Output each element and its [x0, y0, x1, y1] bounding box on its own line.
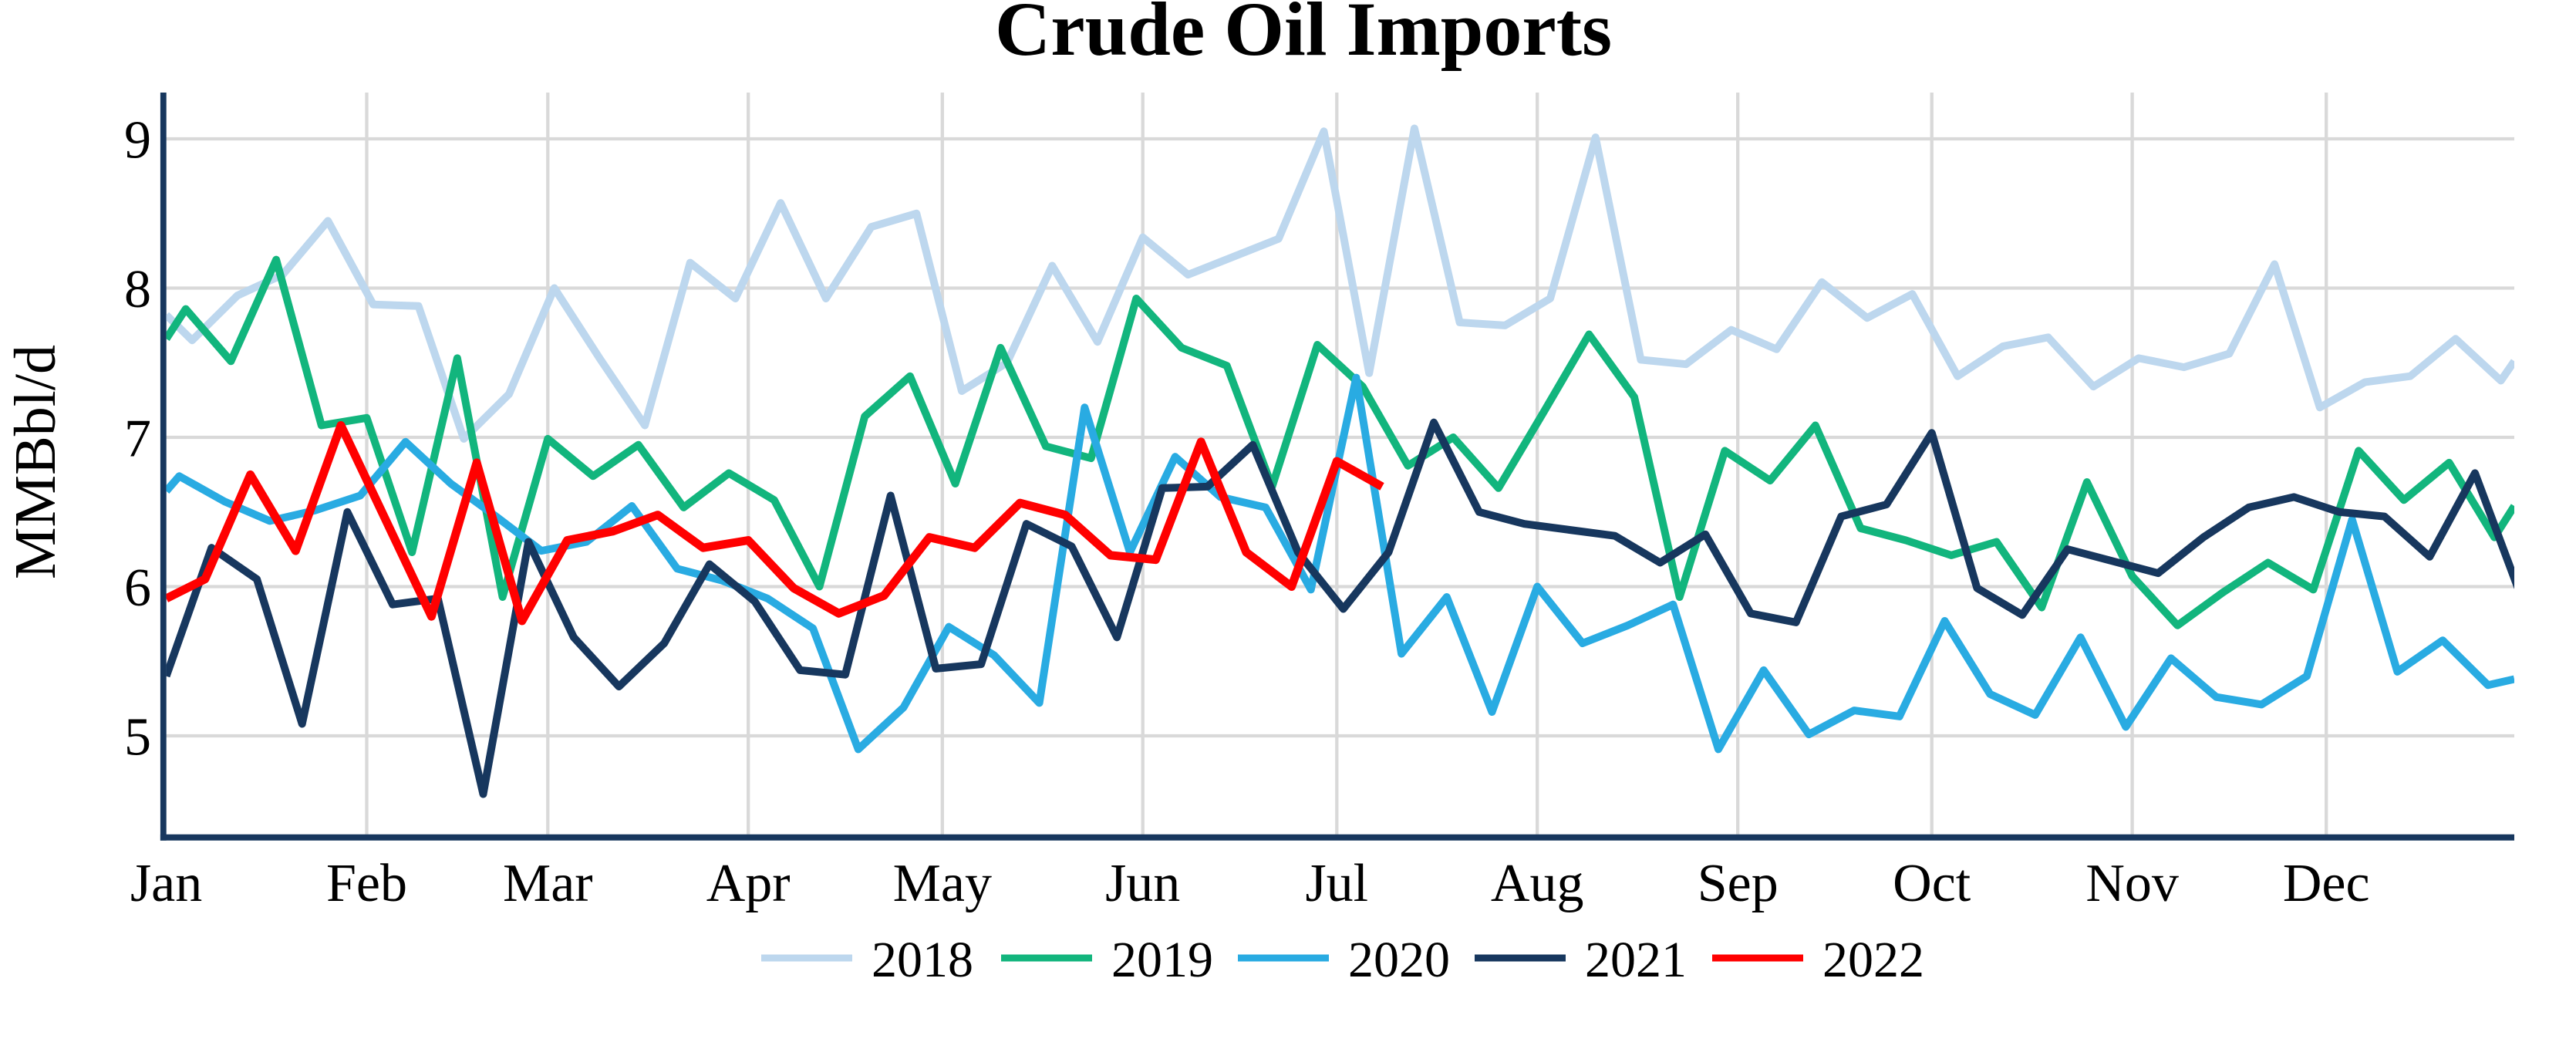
svg-text:MMBbl/d: MMBbl/d [3, 345, 68, 579]
svg-text:8: 8 [124, 260, 151, 319]
svg-text:2019: 2019 [1111, 932, 1213, 988]
svg-text:Oct: Oct [1893, 854, 1971, 913]
svg-text:7: 7 [124, 410, 151, 469]
svg-text:6: 6 [124, 558, 151, 618]
svg-text:5: 5 [124, 708, 151, 767]
svg-text:Jan: Jan [130, 854, 202, 913]
svg-text:9: 9 [124, 111, 151, 170]
svg-text:2021: 2021 [1585, 932, 1687, 988]
svg-text:2022: 2022 [1822, 932, 1924, 988]
svg-text:Jul: Jul [1305, 854, 1368, 913]
svg-text:Feb: Feb [326, 854, 407, 913]
svg-text:Mar: Mar [503, 854, 593, 913]
svg-text:Jun: Jun [1105, 854, 1180, 913]
svg-text:May: May [893, 854, 992, 913]
svg-text:2018: 2018 [872, 932, 973, 988]
svg-text:2020: 2020 [1348, 932, 1450, 988]
svg-text:Sep: Sep [1698, 854, 1779, 913]
svg-text:Apr: Apr [706, 854, 791, 913]
svg-text:Aug: Aug [1491, 854, 1584, 913]
svg-text:Nov: Nov [2085, 854, 2179, 913]
svg-text:Crude Oil Imports: Crude Oil Imports [995, 0, 1612, 72]
svg-text:Dec: Dec [2283, 854, 2370, 913]
